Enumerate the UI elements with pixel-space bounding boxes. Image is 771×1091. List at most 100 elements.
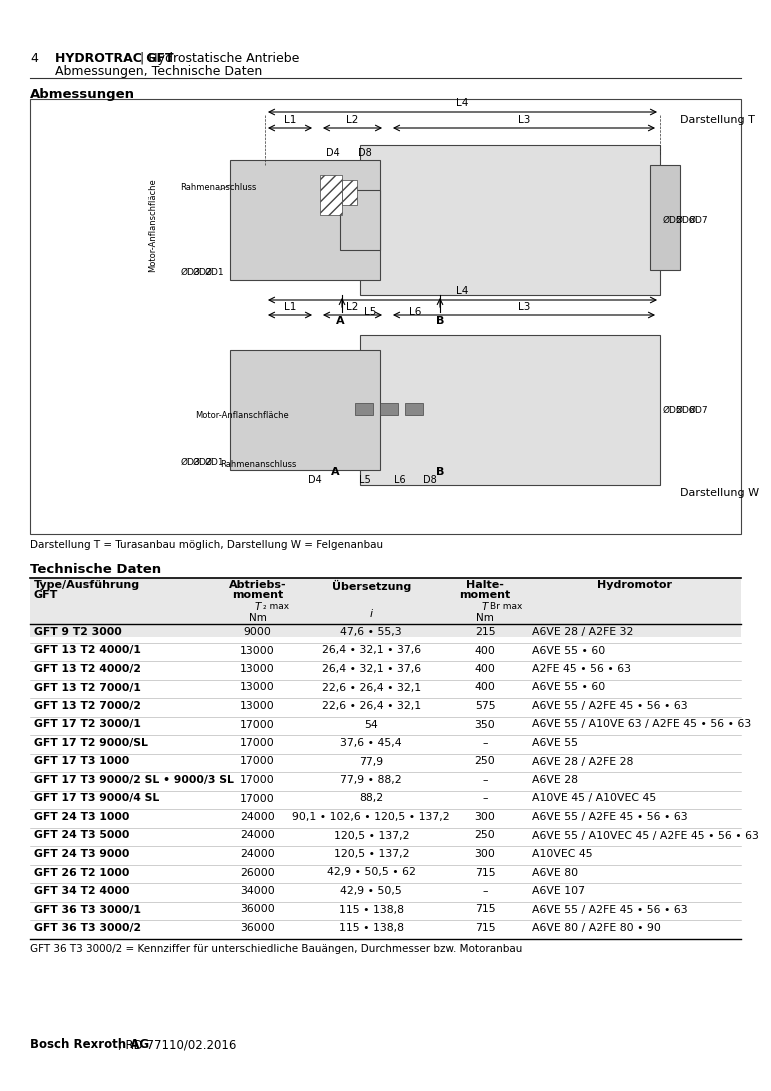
Text: 22,6 • 26,4 • 32,1: 22,6 • 26,4 • 32,1 bbox=[322, 702, 421, 711]
Text: 36000: 36000 bbox=[240, 904, 275, 914]
Text: 42,9 • 50,5 • 62: 42,9 • 50,5 • 62 bbox=[327, 867, 416, 877]
Text: A: A bbox=[331, 467, 339, 477]
Text: 300: 300 bbox=[475, 849, 496, 859]
Text: Type/Ausführung: Type/Ausführung bbox=[34, 580, 140, 590]
Text: | Hydrostatische Antriebe: | Hydrostatische Antriebe bbox=[136, 52, 299, 65]
Bar bbox=[320, 175, 342, 215]
Text: A10VEC 45: A10VEC 45 bbox=[532, 849, 592, 859]
Text: A6VE 28 / A2FE 28: A6VE 28 / A2FE 28 bbox=[532, 756, 633, 767]
Text: 77,9: 77,9 bbox=[359, 756, 383, 767]
Text: 115 • 138,8: 115 • 138,8 bbox=[338, 904, 404, 914]
Text: 17000: 17000 bbox=[240, 756, 275, 767]
Text: 36000: 36000 bbox=[240, 923, 275, 933]
Text: 88,2: 88,2 bbox=[359, 793, 383, 803]
Bar bbox=[380, 403, 398, 415]
Text: –: – bbox=[483, 738, 488, 748]
Text: ØD1: ØD1 bbox=[204, 268, 224, 277]
Bar bbox=[340, 190, 380, 250]
Text: 37,6 • 45,4: 37,6 • 45,4 bbox=[341, 738, 402, 748]
Text: Nm: Nm bbox=[248, 613, 267, 623]
Text: GFT 24 T3 5000: GFT 24 T3 5000 bbox=[34, 830, 130, 840]
Text: GFT 17 T2 9000/SL: GFT 17 T2 9000/SL bbox=[34, 738, 148, 748]
Text: L4: L4 bbox=[456, 98, 469, 108]
Text: 17000: 17000 bbox=[240, 738, 275, 748]
Text: L5: L5 bbox=[364, 307, 376, 317]
Bar bbox=[360, 335, 660, 485]
Text: GFT 36 T3 3000/2: GFT 36 T3 3000/2 bbox=[34, 923, 141, 933]
Text: ØD3: ØD3 bbox=[180, 458, 200, 467]
Text: i: i bbox=[370, 609, 373, 619]
Text: ₂ max: ₂ max bbox=[262, 602, 288, 611]
Text: L3: L3 bbox=[518, 302, 530, 312]
Text: Motor-Anflanschfläche: Motor-Anflanschfläche bbox=[195, 410, 289, 420]
Text: Übersetzung: Übersetzung bbox=[332, 580, 411, 592]
Text: A6VE 55 • 60: A6VE 55 • 60 bbox=[532, 646, 605, 656]
Text: 17000: 17000 bbox=[240, 719, 275, 730]
Text: Motor-Anflanschfläche: Motor-Anflanschfläche bbox=[148, 178, 157, 272]
Text: Darstellung T = Turasanbau möglich, Darstellung W = Felgenanbau: Darstellung T = Turasanbau möglich, Dars… bbox=[30, 540, 383, 550]
Text: L1: L1 bbox=[284, 115, 296, 125]
Text: ØD2: ØD2 bbox=[192, 458, 212, 467]
Text: A6VE 55 / A10VE 63 / A2FE 45 • 56 • 63: A6VE 55 / A10VE 63 / A2FE 45 • 56 • 63 bbox=[532, 719, 751, 730]
Text: A6VE 55: A6VE 55 bbox=[532, 738, 577, 748]
Bar bbox=[230, 160, 380, 280]
Text: Halte-: Halte- bbox=[466, 580, 504, 590]
Text: GFT 13 T2 4000/2: GFT 13 T2 4000/2 bbox=[34, 664, 141, 674]
Text: 115 • 138,8: 115 • 138,8 bbox=[338, 923, 404, 933]
Text: 24000: 24000 bbox=[240, 812, 275, 822]
Text: 13000: 13000 bbox=[240, 702, 275, 711]
Text: 26000: 26000 bbox=[240, 867, 275, 877]
Text: 400: 400 bbox=[475, 664, 496, 674]
Text: GFT 9 T2 3000: GFT 9 T2 3000 bbox=[34, 627, 122, 637]
Text: Darstellung T: Darstellung T bbox=[680, 115, 755, 125]
Text: 47,6 • 55,3: 47,6 • 55,3 bbox=[341, 627, 402, 637]
Text: GFT 13 T2 7000/1: GFT 13 T2 7000/1 bbox=[34, 683, 141, 693]
Text: 13000: 13000 bbox=[240, 683, 275, 693]
Text: A6VE 55 / A10VEC 45 / A2FE 45 • 56 • 63: A6VE 55 / A10VEC 45 / A2FE 45 • 56 • 63 bbox=[532, 830, 759, 840]
Text: 715: 715 bbox=[475, 904, 495, 914]
Text: 575: 575 bbox=[475, 702, 495, 711]
Text: 22,6 • 26,4 • 32,1: 22,6 • 26,4 • 32,1 bbox=[322, 683, 421, 693]
Text: 9000: 9000 bbox=[244, 627, 271, 637]
Text: GFT 17 T3 9000/4 SL: GFT 17 T3 9000/4 SL bbox=[34, 793, 160, 803]
Text: B: B bbox=[436, 316, 444, 326]
Text: A: A bbox=[335, 316, 345, 326]
Text: L1: L1 bbox=[284, 302, 296, 312]
Text: L2: L2 bbox=[346, 302, 359, 312]
Text: A6VE 28 / A2FE 32: A6VE 28 / A2FE 32 bbox=[532, 627, 633, 637]
Bar bbox=[230, 350, 380, 470]
Text: Technische Daten: Technische Daten bbox=[30, 563, 161, 576]
Bar bbox=[342, 180, 357, 205]
Text: Darstellung W: Darstellung W bbox=[680, 488, 759, 497]
Text: GFT 24 T3 1000: GFT 24 T3 1000 bbox=[34, 812, 130, 822]
Text: GFT 36 T3 3000/2 = Kennziffer für unterschiedliche Bauängen, Durchmesser bzw. Mo: GFT 36 T3 3000/2 = Kennziffer für unters… bbox=[30, 944, 523, 954]
Text: A6VE 80: A6VE 80 bbox=[532, 867, 577, 877]
Text: 715: 715 bbox=[475, 923, 495, 933]
Text: GFT 24 T3 9000: GFT 24 T3 9000 bbox=[34, 849, 130, 859]
Text: 215: 215 bbox=[475, 627, 495, 637]
Text: GFT 17 T2 3000/1: GFT 17 T2 3000/1 bbox=[34, 719, 141, 730]
Text: 13000: 13000 bbox=[240, 646, 275, 656]
Text: Abmessungen, Technische Daten: Abmessungen, Technische Daten bbox=[55, 65, 262, 77]
Text: –: – bbox=[483, 793, 488, 803]
Bar bbox=[30, 99, 741, 533]
Text: GFT 17 T3 9000/2 SL • 9000/3 SL: GFT 17 T3 9000/2 SL • 9000/3 SL bbox=[34, 775, 234, 786]
Text: Abmessungen: Abmessungen bbox=[30, 88, 135, 101]
Text: A6VE 55 / A2FE 45 • 56 • 63: A6VE 55 / A2FE 45 • 56 • 63 bbox=[532, 702, 687, 711]
Text: GFT 34 T2 4000: GFT 34 T2 4000 bbox=[34, 886, 130, 896]
Text: 77,9 • 88,2: 77,9 • 88,2 bbox=[341, 775, 402, 786]
Text: L6: L6 bbox=[394, 475, 406, 485]
Text: A6VE 28: A6VE 28 bbox=[532, 775, 577, 786]
Text: ØD5: ØD5 bbox=[662, 406, 682, 415]
Text: GFT: GFT bbox=[34, 590, 59, 600]
Text: 42,9 • 50,5: 42,9 • 50,5 bbox=[341, 886, 402, 896]
Text: A10VE 45 / A10VEC 45: A10VE 45 / A10VEC 45 bbox=[532, 793, 656, 803]
Text: 26,4 • 32,1 • 37,6: 26,4 • 32,1 • 37,6 bbox=[322, 664, 421, 674]
Text: A6VE 107: A6VE 107 bbox=[532, 886, 584, 896]
Text: A6VE 55 / A2FE 45 • 56 • 63: A6VE 55 / A2FE 45 • 56 • 63 bbox=[532, 812, 687, 822]
Text: 17000: 17000 bbox=[240, 775, 275, 786]
Text: D4: D4 bbox=[326, 148, 340, 158]
Text: Rahmenanschluss: Rahmenanschluss bbox=[180, 183, 257, 192]
Text: Br max: Br max bbox=[490, 602, 523, 611]
Text: 54: 54 bbox=[365, 719, 378, 730]
